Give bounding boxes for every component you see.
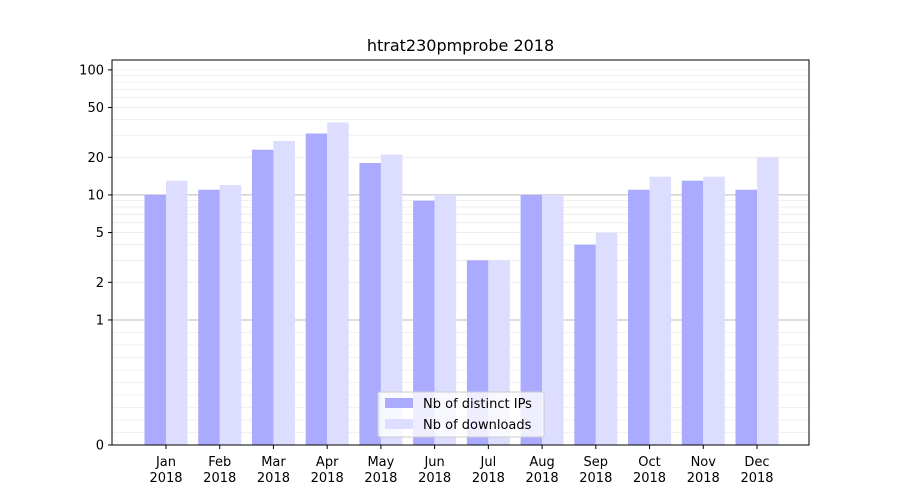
bar-distinct-ips (628, 189, 650, 445)
x-tick-label-year: 2018 (472, 471, 505, 486)
bar-distinct-ips (198, 189, 220, 445)
x-tick-label-year: 2018 (257, 471, 290, 486)
y-tick-label: 10 (87, 188, 104, 203)
legend-swatch-distinct-ips (385, 398, 413, 408)
legend-label-downloads: Nb of downloads (423, 418, 532, 433)
x-tick-label-year: 2018 (633, 471, 666, 486)
y-tick-label: 5 (96, 226, 104, 241)
bar-downloads (166, 180, 188, 445)
y-tick-label: 20 (87, 151, 104, 166)
y-tick-label: 100 (79, 63, 104, 78)
y-axis: 0 1 2 5 10 20 50 100 (79, 63, 112, 454)
bar-downloads (703, 176, 725, 445)
bar-distinct-ips (735, 189, 757, 445)
x-axis: Jan2018Feb2018Mar2018Apr2018May2018Jun20… (149, 445, 774, 486)
x-tick-label-month: Jan (155, 455, 176, 470)
x-tick-label-month: Jun (423, 455, 444, 470)
x-tick-label-year: 2018 (740, 471, 773, 486)
plot-frame (111, 59, 810, 446)
bar-distinct-ips (681, 180, 704, 445)
x-tick-label-month: Sep (584, 455, 609, 470)
y-tick-label: 2 (96, 276, 104, 291)
bar-downloads (273, 140, 295, 445)
x-tick-label-month: Oct (638, 455, 660, 470)
bar-downloads (649, 176, 672, 445)
legend-label-distinct-ips: Nb of distinct IPs (423, 397, 532, 412)
legend-swatch-downloads (385, 419, 413, 429)
bar-distinct-ips (144, 194, 166, 445)
y-tick-label: 1 (96, 313, 104, 328)
bar-downloads (757, 157, 779, 445)
y-tick-label: 50 (87, 101, 104, 116)
x-tick-label-year: 2018 (418, 471, 451, 486)
x-tick-label-month: Mar (261, 455, 286, 470)
x-tick-label-year: 2018 (526, 471, 559, 486)
y-tick-label: 0 (96, 439, 104, 454)
bar-downloads (434, 194, 457, 445)
bar-distinct-ips (520, 194, 543, 445)
bar-distinct-ips (574, 244, 596, 445)
legend-box (377, 391, 545, 438)
x-tick-label-month: May (367, 455, 394, 470)
bar-distinct-ips (305, 133, 328, 445)
bar-downloads (219, 185, 242, 445)
x-tick-label-year: 2018 (149, 471, 182, 486)
x-tick-label-month: Feb (208, 455, 231, 470)
legend: Nb of distinct IPs Nb of downloads (377, 391, 545, 438)
x-tick-label-month: Nov (691, 455, 717, 470)
chart-title: htrat230pmprobe 2018 (367, 36, 554, 55)
bar-distinct-ips (413, 200, 435, 445)
x-tick-label-month: Dec (744, 455, 769, 470)
x-tick-label-year: 2018 (687, 471, 720, 486)
x-tick-label-year: 2018 (579, 471, 612, 486)
x-tick-label-month: Jul (480, 455, 497, 470)
bar-downloads (595, 232, 618, 445)
x-tick-label-year: 2018 (203, 471, 236, 486)
bar-distinct-ips (359, 163, 381, 445)
bar-downloads (380, 154, 403, 446)
x-tick-label-year: 2018 (364, 471, 397, 486)
bar-distinct-ips (251, 149, 274, 446)
x-tick-label-month: Aug (529, 455, 554, 470)
bar-downloads (327, 122, 349, 445)
bar-downloads (542, 194, 564, 445)
x-tick-label-month: Apr (316, 455, 339, 470)
x-tick-label-year: 2018 (311, 471, 344, 486)
